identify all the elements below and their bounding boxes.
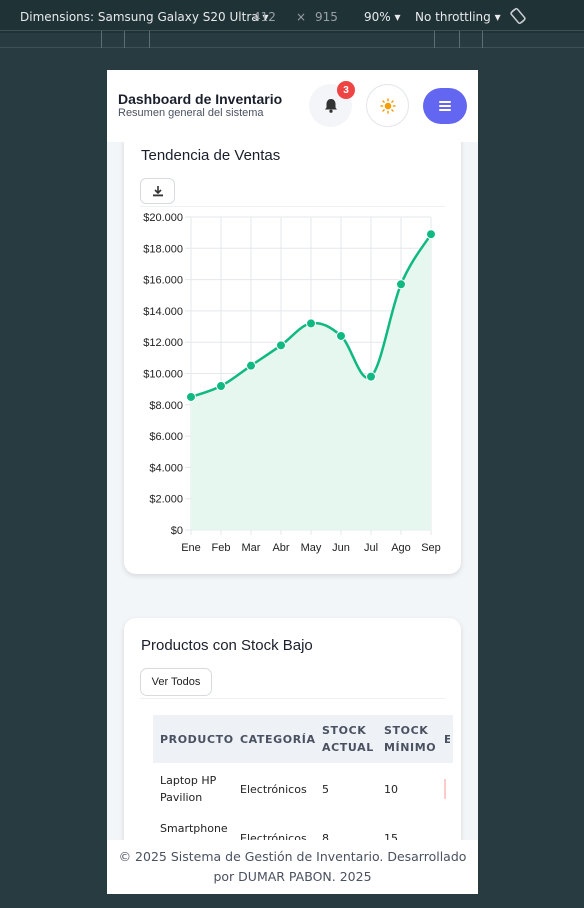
column-header[interactable]: E [444, 715, 450, 763]
table-cell-product: Smartphone [160, 820, 228, 837]
device-label: Dimensions: Samsung Galaxy S20 Ultra [20, 10, 259, 24]
hamburger-icon [439, 101, 451, 111]
x-tick-label: Sep [421, 542, 441, 554]
y-tick-label: $2.000 [149, 494, 183, 506]
data-point[interactable] [307, 319, 316, 328]
height-input[interactable]: 915 [315, 10, 338, 24]
data-point[interactable] [247, 361, 256, 370]
devtools-toolbar: Dimensions: Samsung Galaxy S20 Ultra ▾ 4… [0, 0, 584, 33]
low-stock-title: Productos con Stock Bajo [141, 637, 313, 654]
page-title: Dashboard de Inventario [118, 91, 282, 107]
bell-icon [324, 98, 338, 113]
times-sign: × [296, 10, 306, 24]
status-badge [444, 779, 446, 799]
sales-chart: $0 $2.000 $4.000 $6.000 $8.000 $10.000 $12.000… [107, 70, 478, 570]
x-tick-label: Mar [242, 542, 261, 554]
y-tick-label: $8.000 [149, 400, 183, 412]
device-viewport: Dashboard de Inventario Resumen general … [107, 70, 478, 894]
column-header[interactable]: PRODUCTO [160, 715, 234, 763]
menu-button[interactable] [423, 88, 467, 124]
page-footer: © 2025 Sistema de Gestión de Inventario.… [107, 840, 478, 894]
y-tick-label: $0 [171, 525, 183, 537]
media-query-ruler [0, 30, 584, 48]
x-tick-label: Abr [272, 542, 289, 554]
table-cell-current: 5 [322, 781, 329, 798]
app-header: Dashboard de Inventario Resumen general … [107, 70, 478, 142]
y-tick-label: $10.000 [143, 369, 183, 381]
width-input[interactable]: 412 [253, 10, 276, 24]
column-header[interactable]: CATEGORÍA [240, 715, 316, 763]
zoom-label: 90% [364, 10, 391, 24]
throttling-selector[interactable]: No throttling ▾ [415, 10, 501, 24]
data-point[interactable] [427, 230, 436, 239]
y-tick-label: $16.000 [143, 275, 183, 287]
throttling-label: No throttling [415, 10, 491, 24]
sun-icon [380, 98, 396, 114]
y-axis-labels: $0 $2.000 $4.000 $6.000 $8.000 $10.000 $12.000… [143, 212, 183, 537]
x-tick-label: May [301, 542, 322, 554]
data-point[interactable] [367, 372, 376, 381]
theme-toggle-button[interactable] [366, 84, 409, 127]
y-tick-label: $12.000 [143, 337, 183, 349]
column-header[interactable]: STOCK ACTUAL [322, 715, 374, 763]
x-tick-label: Ene [181, 542, 201, 554]
x-tick-label: Jul [364, 542, 378, 554]
y-tick-label: $14.000 [143, 306, 183, 318]
data-point[interactable] [187, 392, 196, 401]
data-point[interactable] [397, 280, 406, 289]
card-divider [140, 698, 445, 699]
zoom-selector[interactable]: 90% ▾ [364, 10, 401, 24]
data-point[interactable] [217, 382, 226, 391]
page-subtitle: Resumen general del sistema [118, 107, 264, 119]
footer-line: por DUMAR PABON. 2025 [107, 867, 478, 887]
x-tick-label: Feb [212, 542, 231, 554]
column-header[interactable]: STOCK MÍNIMO [384, 715, 436, 763]
y-tick-label: $6.000 [149, 431, 183, 443]
table-cell-product: Laptop HP Pavilion [160, 772, 216, 806]
x-tick-label: Ago [391, 542, 411, 554]
table-cell-minimum: 10 [384, 781, 398, 798]
device-selector[interactable]: Dimensions: Samsung Galaxy S20 Ultra ▾ [20, 10, 268, 24]
y-tick-label: $4.000 [149, 462, 183, 474]
view-all-button[interactable]: Ver Todos [140, 668, 212, 696]
x-tick-label: Jun [332, 542, 350, 554]
notification-badge: 3 [337, 81, 355, 99]
y-tick-label: $18.000 [143, 243, 183, 255]
data-point[interactable] [277, 341, 286, 350]
x-axis-labels: Ene Feb Mar Abr May Jun Jul Ago Sep [181, 542, 441, 554]
footer-line: © 2025 Sistema de Gestión de Inventario.… [107, 847, 478, 867]
table-cell-category: Electrónicos [240, 781, 307, 798]
data-point[interactable] [337, 331, 346, 340]
y-tick-label: $20.000 [143, 212, 183, 224]
rotate-icon[interactable] [508, 6, 528, 29]
